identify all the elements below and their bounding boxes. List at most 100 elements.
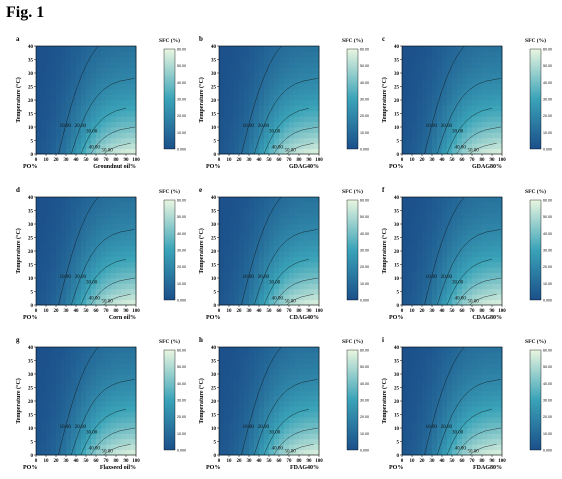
heatmap-cell (422, 347, 428, 353)
heatmap-cell (487, 127, 493, 133)
heatmap-cell (56, 245, 62, 252)
y-tick-label: 10 (211, 427, 217, 432)
heatmap-cell (442, 94, 448, 101)
heatmap-cell (116, 352, 122, 359)
heatmap-cell (96, 100, 102, 106)
heatmap-cell (106, 240, 112, 246)
heatmap-cell (126, 251, 132, 257)
heatmap-cell (407, 363, 413, 369)
heatmap-cell (121, 132, 127, 139)
heatmap-cell (279, 283, 285, 290)
heatmap-cell (86, 218, 92, 225)
heatmap-cell (422, 229, 428, 236)
heatmap-cell (462, 62, 468, 68)
x-tick-label: 0 (401, 158, 404, 163)
heatmap-cell (472, 143, 478, 149)
heatmap-cell (96, 197, 102, 203)
heatmap-cell (309, 218, 315, 225)
heatmap-cell (66, 347, 72, 353)
heatmap-cell (91, 417, 97, 423)
heatmap-cell (244, 46, 250, 52)
heatmap-cell (71, 224, 77, 230)
heatmap-cell (81, 251, 87, 257)
contour-label: 10.00 (243, 275, 255, 280)
heatmap-cell (91, 67, 97, 74)
heatmap-cell (417, 94, 423, 101)
heatmap-cell (81, 213, 87, 219)
y-axis-label: Temperature (°C) (198, 77, 205, 123)
heatmap-cell (427, 357, 433, 364)
heatmap-cell (284, 390, 290, 396)
heatmap-cell (121, 261, 127, 268)
heatmap-cell (51, 278, 57, 284)
heatmap-cell (51, 46, 57, 52)
heatmap-cell (36, 267, 42, 273)
heatmap-cell (442, 256, 448, 263)
heatmap-cell (427, 83, 433, 90)
heatmap-cell (284, 283, 290, 290)
heatmap-cell (66, 78, 72, 85)
heatmap-cell (131, 401, 137, 407)
heatmap-cell (497, 428, 503, 434)
heatmap-cell (76, 224, 82, 230)
heatmap-cell (442, 352, 448, 359)
heatmap-cell (492, 363, 498, 369)
heatmap-cell (66, 357, 72, 364)
heatmap-cell (66, 56, 72, 63)
heatmap-cell (279, 363, 285, 369)
heatmap-cell (56, 422, 62, 429)
heatmap-cell (314, 229, 320, 236)
heatmap-cell (259, 256, 265, 263)
heatmap-cell (71, 78, 77, 85)
heatmap-cell (487, 132, 493, 139)
heatmap-cell (36, 299, 42, 306)
heatmap-cell (269, 294, 275, 300)
heatmap-cell (66, 267, 72, 273)
heatmap-cell (304, 428, 310, 434)
x-axis-label: Flaxseed oil% (100, 465, 136, 471)
heatmap-cell (264, 422, 270, 429)
heatmap-cell (36, 132, 42, 139)
heatmap-cell (294, 278, 300, 284)
heatmap-cell (224, 105, 230, 112)
heatmap-cell (254, 137, 260, 144)
heatmap-cell (487, 357, 493, 364)
heatmap-cell (422, 197, 428, 203)
heatmap-cell (309, 100, 315, 106)
heatmap-cell (442, 83, 448, 90)
heatmap-cell (477, 449, 483, 456)
heatmap-cell (467, 62, 473, 68)
heatmap-cell (422, 218, 428, 225)
heatmap-cell (244, 127, 250, 133)
y-tick-label: 30 (394, 373, 400, 378)
heatmap-cell (402, 267, 408, 273)
heatmap-cell (309, 272, 315, 279)
heatmap-cell (402, 251, 408, 257)
heatmap-cell (234, 352, 240, 359)
heatmap-cell (427, 143, 433, 149)
heatmap-cell (427, 207, 433, 214)
heatmap-cell (447, 449, 453, 456)
heatmap-cell (239, 137, 245, 144)
heatmap-cell (96, 137, 102, 144)
heatmap-cell (427, 278, 433, 284)
heatmap-cell (304, 390, 310, 396)
heatmap-cell (467, 132, 473, 139)
heatmap-cell (457, 234, 463, 241)
heatmap-cell (249, 89, 255, 95)
heatmap-cell (452, 224, 458, 230)
heatmap-cell (86, 401, 92, 407)
heatmap-cell (264, 105, 270, 112)
heatmap-cell (422, 202, 428, 209)
heatmap-cell (101, 148, 107, 155)
heatmap-cell (249, 363, 255, 369)
x-tick-label: 60 (277, 459, 283, 464)
heatmap-cell (224, 83, 230, 90)
heatmap-cell (314, 83, 320, 90)
heatmap-cell (66, 137, 72, 144)
heatmap-cell (131, 384, 137, 391)
colorbar-tick-label: 30.00 (177, 399, 186, 403)
heatmap-cell (417, 148, 423, 155)
heatmap-cell (219, 89, 225, 95)
heatmap-cell (467, 89, 473, 95)
